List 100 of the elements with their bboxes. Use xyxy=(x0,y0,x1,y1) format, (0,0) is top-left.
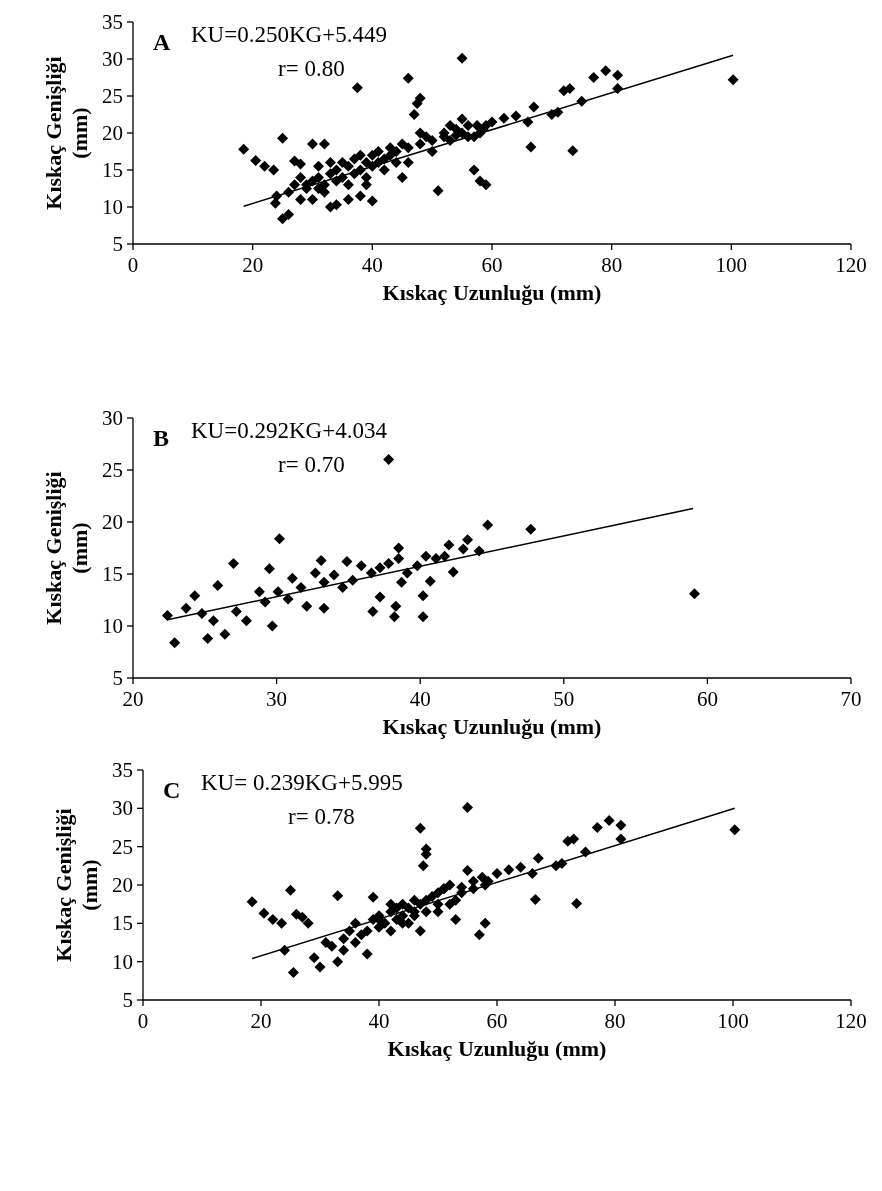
x-tick-label: 80 xyxy=(604,1009,626,1033)
point xyxy=(390,600,402,612)
point xyxy=(393,542,405,554)
point xyxy=(328,569,340,581)
point xyxy=(396,576,408,588)
y-tick-label: 30 xyxy=(102,47,123,71)
y-tick-label: 10 xyxy=(112,949,133,974)
x-axis-title: Kıskaç Uzunluğu (mm) xyxy=(387,1036,607,1061)
x-tick-label: 20 xyxy=(242,253,264,277)
y-tick-label: 5 xyxy=(112,232,123,256)
y-tick-label: 15 xyxy=(102,158,123,182)
y-tick-label: 30 xyxy=(102,406,123,430)
point xyxy=(417,590,429,602)
point xyxy=(282,593,294,605)
x-tick-label: 100 xyxy=(717,1009,749,1033)
point xyxy=(393,552,405,564)
point xyxy=(286,572,298,584)
point xyxy=(482,519,494,531)
point xyxy=(439,550,451,562)
point xyxy=(266,620,278,632)
point xyxy=(189,590,201,602)
annotation: r= 0.80 xyxy=(278,56,345,81)
y-tick-label: 15 xyxy=(112,911,133,936)
y-tick-label: 25 xyxy=(112,834,133,859)
annotation: KU=0.292KG+4.034 xyxy=(191,418,388,443)
point xyxy=(424,575,436,587)
point xyxy=(420,550,432,562)
x-tick-label: 100 xyxy=(715,253,748,277)
point xyxy=(430,552,442,564)
point xyxy=(383,454,395,466)
point xyxy=(374,562,386,574)
x-tick-label: 60 xyxy=(696,687,718,711)
y-tick-label: 30 xyxy=(112,796,133,821)
x-tick-label: 0 xyxy=(137,1009,149,1033)
x-tick-label: 60 xyxy=(481,253,503,277)
point xyxy=(688,588,700,600)
y-tick-label: 5 xyxy=(112,666,123,690)
y-axis-title: Kıskaç Genişliği (mm) xyxy=(51,808,102,962)
x-axis-title: Kıskaç Uzunluğu (mm) xyxy=(382,280,602,305)
chart-title: B xyxy=(153,425,170,451)
annotation: r= 0.78 xyxy=(288,804,355,829)
x-tick-label: 80 xyxy=(601,253,623,277)
point xyxy=(253,586,265,598)
y-tick-label: 15 xyxy=(102,562,123,586)
point xyxy=(388,611,400,623)
x-tick-label: 60 xyxy=(486,1009,508,1033)
y-tick-label: 10 xyxy=(102,195,123,219)
point xyxy=(272,586,284,598)
point xyxy=(525,523,537,535)
point xyxy=(230,605,242,617)
x-tick-label: 40 xyxy=(368,1009,390,1033)
point xyxy=(240,615,252,627)
point xyxy=(374,591,386,603)
point xyxy=(367,605,379,617)
annotation: KU= 0.239KG+5.995 xyxy=(201,770,403,795)
point xyxy=(417,611,429,623)
point xyxy=(337,582,349,594)
y-tick-label: 20 xyxy=(102,510,123,534)
y-axis-title: Kıskaç Genişliği (mm) xyxy=(41,56,92,210)
y-tick-label: 35 xyxy=(102,10,123,34)
x-tick-label: 40 xyxy=(409,687,431,711)
chart-title: A xyxy=(153,29,171,55)
point xyxy=(202,632,214,644)
point xyxy=(383,558,395,570)
y-tick-label: 20 xyxy=(102,121,123,145)
y-tick-label: 35 xyxy=(112,758,133,782)
y-tick-label: 25 xyxy=(102,84,123,108)
x-tick-label: 120 xyxy=(835,1009,867,1033)
point xyxy=(355,560,367,572)
y-tick-label: 10 xyxy=(102,614,123,638)
point xyxy=(228,558,240,570)
point xyxy=(443,539,455,551)
point xyxy=(219,628,231,640)
point xyxy=(180,602,192,614)
point xyxy=(169,637,181,649)
point xyxy=(273,533,285,545)
point xyxy=(161,610,173,622)
x-tick-label: 40 xyxy=(361,253,383,277)
x-tick-label: 50 xyxy=(553,687,575,711)
point xyxy=(457,543,469,555)
point xyxy=(318,602,330,614)
point xyxy=(207,615,219,627)
x-axis-title: Kıskaç Uzunluğu (mm) xyxy=(382,714,602,739)
chart-title: C xyxy=(163,777,181,803)
point xyxy=(341,556,353,568)
annotation: r= 0.70 xyxy=(278,452,345,477)
x-tick-label: 0 xyxy=(127,253,139,277)
y-tick-label: 5 xyxy=(122,988,133,1012)
point xyxy=(263,563,275,575)
point xyxy=(318,576,330,588)
point xyxy=(401,567,413,579)
point xyxy=(301,600,313,612)
point xyxy=(462,534,474,546)
y-tick-label: 25 xyxy=(102,458,123,482)
x-tick-label: 20 xyxy=(250,1009,272,1033)
point xyxy=(447,566,459,578)
annotation: KU=0.250KG+5.449 xyxy=(191,22,387,47)
y-axis-title: Kıskaç Genişliği (mm) xyxy=(41,471,92,625)
x-tick-label: 120 xyxy=(835,253,867,277)
point xyxy=(315,554,327,566)
